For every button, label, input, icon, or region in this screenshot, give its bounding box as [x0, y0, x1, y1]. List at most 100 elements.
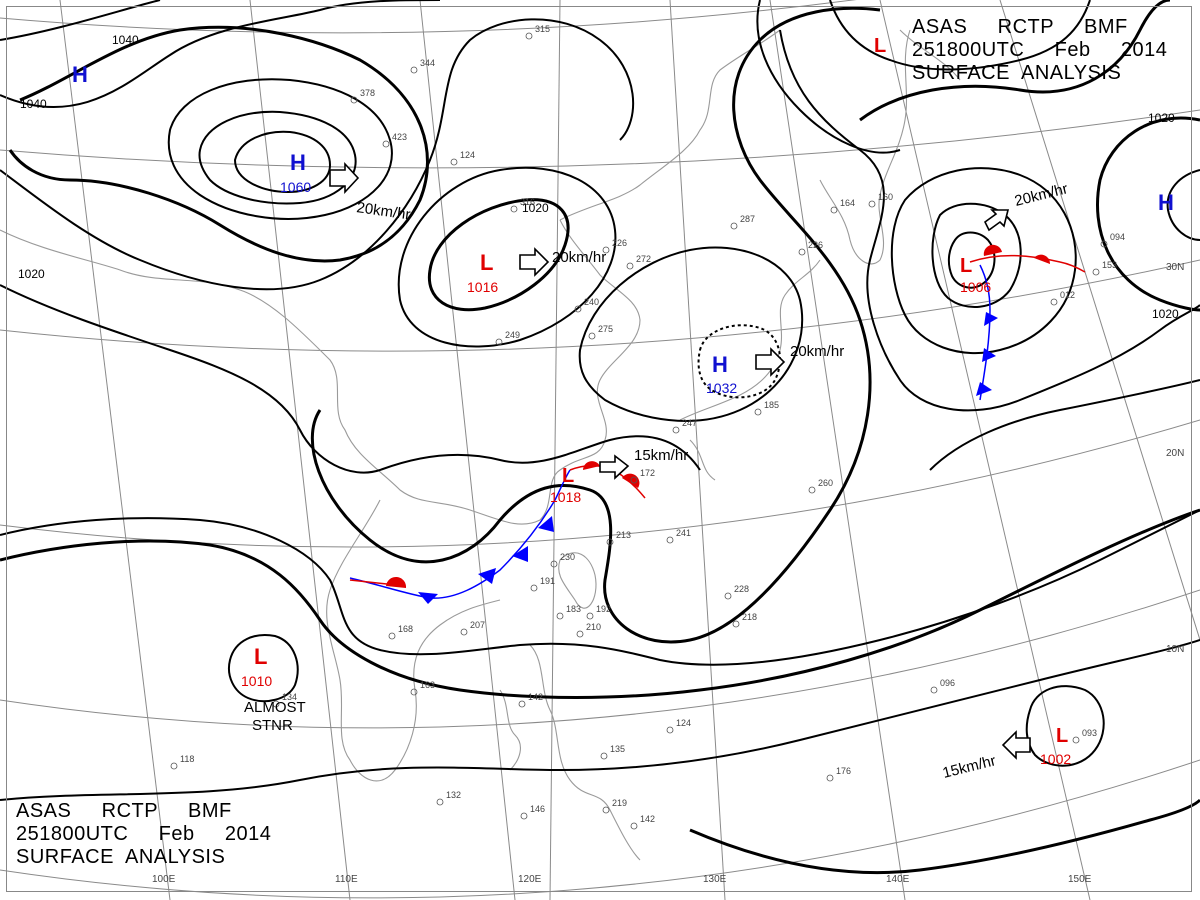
station-pressure: 153 — [1102, 260, 1117, 270]
station-plots: 315 344 378 423 124 316 226 240 249 275 272 287 164 1… — [170, 24, 1125, 830]
station-symbol — [525, 32, 533, 40]
low-marker: L — [1056, 725, 1068, 747]
station-pressure: 210 — [586, 622, 601, 632]
station-symbol — [495, 338, 503, 346]
motion-label: 20km/hr — [790, 343, 844, 360]
station-symbol — [556, 612, 564, 620]
station-pressure: 124 — [676, 718, 691, 728]
station-symbol — [724, 592, 732, 600]
station-pressure: 240 — [584, 297, 599, 307]
station-symbol — [606, 538, 614, 546]
station-pressure: 135 — [610, 744, 625, 754]
station-symbol — [602, 806, 610, 814]
motion-label: 15km/hr — [634, 447, 688, 464]
coordinate-labels: 100E 110E 120E 130E 140E 150E 30N 20N 10… — [152, 262, 1184, 885]
station-pressure: 219 — [612, 798, 627, 808]
lat-label: 30N — [1166, 262, 1184, 273]
header-bottom-line2: 251800UTC Feb 2014 — [16, 823, 272, 845]
station-symbol — [586, 612, 594, 620]
station-pressure: 249 — [505, 330, 520, 340]
motion-label: 20km/hr — [552, 249, 606, 266]
high-marker: H — [72, 62, 88, 87]
station-symbol — [730, 222, 738, 230]
header-top: ASAS RCTP BMF 251800UTC Feb 2014 SURFACE… — [912, 16, 1167, 85]
low-marker: L — [254, 644, 267, 669]
station-pressure: 247 — [682, 418, 697, 428]
low-value: 1016 — [467, 279, 498, 295]
motion-arrows — [329, 161, 1031, 760]
low-marker: L — [960, 255, 972, 277]
pressure-centres: H H 1060 L 1016 H 1032 L 1018 L 1006 H L… — [72, 35, 1174, 767]
lat-label: 10N — [1166, 644, 1184, 655]
lon-label: 120E — [518, 874, 542, 885]
isobar-label: 1040 — [20, 97, 47, 111]
station-symbol — [530, 584, 538, 592]
low-marker: L — [874, 35, 886, 57]
header-bottom-line1: ASAS RCTP BMF — [16, 800, 232, 822]
stationary-note-line: ALMOST — [244, 699, 306, 716]
station-symbol — [1092, 268, 1100, 276]
station-pressure: 218 — [742, 612, 757, 622]
station-symbol — [754, 408, 762, 416]
lon-label: 150E — [1068, 874, 1092, 885]
station-symbol — [666, 536, 674, 544]
station-pressure: 142 — [528, 692, 543, 702]
station-symbol — [350, 96, 358, 104]
station-pressure: 230 — [560, 552, 575, 562]
station-symbol — [630, 822, 638, 830]
low-marker: L — [480, 250, 493, 275]
lon-label: 100E — [152, 874, 176, 885]
station-symbol — [798, 248, 806, 256]
station-symbol — [510, 205, 518, 213]
station-symbol — [930, 686, 938, 694]
header-bottom: ASAS RCTP BMF 251800UTC Feb 2014 SURFACE… — [16, 800, 271, 869]
header-top-line3: SURFACE ANALYSIS — [912, 62, 1122, 84]
station-symbol — [574, 305, 582, 313]
station-pressure: 094 — [1110, 232, 1125, 242]
station-pressure: 272 — [636, 254, 651, 264]
station-pressure: 164 — [840, 198, 855, 208]
station-symbol — [1100, 240, 1108, 248]
isobar-label: 1020 — [1152, 307, 1179, 321]
lon-label: 110E — [335, 874, 358, 885]
station-symbol — [410, 66, 418, 74]
station-symbol — [732, 620, 740, 628]
station-pressure: 132 — [446, 790, 461, 800]
station-pressure: 160 — [878, 192, 893, 202]
station-symbol — [672, 426, 680, 434]
low-marker: L — [562, 465, 574, 487]
station-pressure: 315 — [535, 24, 550, 34]
station-pressure: 124 — [460, 150, 475, 160]
station-pressure: 012 — [1060, 290, 1075, 300]
stationary-note: ALMOST STNR — [244, 699, 306, 734]
low-value: 1006 — [960, 279, 991, 295]
isobar-label: 1020 — [18, 267, 45, 281]
station-symbol — [410, 688, 418, 696]
isobar-label: 1040 — [112, 33, 139, 47]
high-marker: H — [290, 150, 306, 175]
stationary-note-line: STNR — [252, 717, 293, 734]
station-pressure: 344 — [420, 58, 435, 68]
isobar-labels: 1040 1040 1020 1020 1020 1020 — [18, 33, 1179, 321]
coastlines — [0, 29, 961, 861]
station-pressure: 192 — [596, 604, 611, 614]
station-pressure: 096 — [940, 678, 955, 688]
station-symbol — [588, 332, 596, 340]
station-pressure: 146 — [530, 804, 545, 814]
map-frame — [6, 6, 1192, 892]
fronts — [349, 244, 1086, 604]
header-bottom-line3: SURFACE ANALYSIS — [16, 846, 226, 868]
station-pressure: 134 — [282, 692, 297, 702]
header-top-line2: 251800UTC Feb 2014 — [912, 39, 1168, 61]
isobar-label: 1020 — [1148, 111, 1175, 125]
station-pressure: 118 — [180, 754, 194, 764]
station-symbol — [520, 812, 528, 820]
station-pressure: 207 — [470, 620, 485, 630]
high-marker: H — [712, 352, 728, 377]
station-pressure: 228 — [734, 584, 749, 594]
station-symbol — [830, 206, 838, 214]
station-pressure: 226 — [808, 240, 823, 250]
station-pressure: 093 — [1082, 728, 1097, 738]
station-symbol — [170, 762, 178, 770]
